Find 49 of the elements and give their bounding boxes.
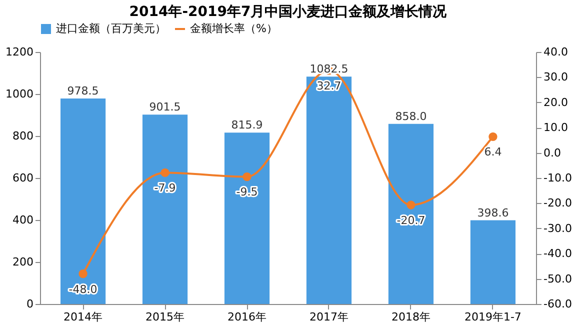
y-tick-label: 400 [12, 214, 34, 226]
bar [388, 124, 434, 304]
y2-tick-label: 0.0 [544, 146, 561, 160]
x-tick-label: 2014年 [64, 310, 103, 324]
y-tick-label: 600 [12, 172, 34, 184]
bar [224, 132, 270, 304]
y-tick-label: 0 [26, 298, 34, 310]
point [78, 269, 88, 278]
data-label: 6.4 [484, 146, 502, 159]
legend-label: 进口金额（百万美元） [56, 22, 166, 35]
y-tick-label: 200 [12, 256, 34, 268]
x-tick-label: 2019年1-7 [464, 310, 522, 324]
y2-tick-label: 10.0 [544, 121, 568, 134]
y2-tick-label: 30.0 [544, 70, 568, 84]
data-label: -48.0 [68, 282, 98, 296]
x-tick-label: 2016年 [228, 310, 267, 324]
data-label: 858.0 [395, 110, 427, 123]
y-tick-label: 1200 [6, 46, 34, 58]
data-label: 978.5 [67, 84, 99, 98]
bar [142, 114, 188, 304]
y2-tick-label: -40.0 [544, 247, 572, 260]
y2-tick-label: 20.0 [544, 96, 568, 109]
data-label: 32.7 [316, 79, 342, 92]
data-label: -20.7 [396, 214, 426, 227]
y2-tick-label: -20.0 [544, 196, 572, 210]
x-tick-label: 2015年 [146, 310, 185, 324]
bar [470, 220, 516, 304]
x-tick-label: 2018年 [391, 310, 430, 324]
y2-tick-label: -10.0 [544, 172, 572, 184]
y2-tick-label: -60.0 [544, 298, 572, 310]
point [242, 172, 252, 182]
point [488, 132, 498, 142]
y2-tick-label: -30.0 [544, 222, 572, 235]
x-tick-label: 2017年 [309, 310, 348, 324]
data-label: 398.6 [477, 206, 509, 220]
y-tick-label: 1000 [6, 88, 34, 100]
data-label: 815.9 [231, 118, 263, 132]
bar [306, 76, 352, 304]
data-label: -7.9 [154, 182, 176, 195]
data-label: 901.5 [149, 100, 181, 114]
legend-label: 金额增长率（%） [190, 22, 278, 35]
y2-tick-label: -50.0 [544, 272, 572, 286]
bar [60, 98, 106, 304]
point [160, 168, 170, 178]
y2-tick-label: 40.0 [544, 46, 568, 58]
data-label: -9.5 [236, 186, 258, 199]
point [406, 200, 416, 210]
y-tick-label: 800 [12, 130, 34, 142]
chart-title: 2014年-2019年7月中国小麦进口金额及增长情况 [129, 3, 448, 20]
